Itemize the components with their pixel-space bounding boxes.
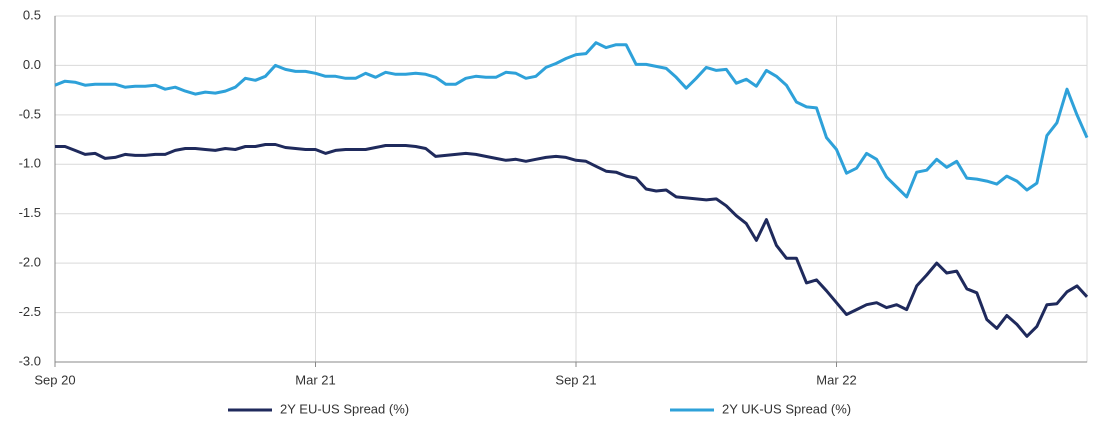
- y-tick-label: 0.0: [23, 57, 41, 72]
- legend-label: 2Y EU-US Spread (%): [280, 401, 409, 416]
- y-tick-label: -1.0: [19, 156, 41, 171]
- legend-label: 2Y UK-US Spread (%): [722, 401, 851, 416]
- y-tick-label: 0.5: [23, 7, 41, 22]
- x-tick-label: Sep 21: [555, 372, 596, 387]
- x-tick-label: Mar 21: [295, 372, 335, 387]
- y-tick-label: -2.5: [19, 304, 41, 319]
- plot-frame: [54, 15, 1088, 363]
- y-tick-label: -2.0: [19, 255, 41, 270]
- y-tick-label: -0.5: [19, 106, 41, 121]
- y-tick-label: -1.5: [19, 205, 41, 220]
- x-tick-label: Mar 22: [816, 372, 856, 387]
- line-series: [54, 41, 1089, 199]
- y-tick-label: -3.0: [19, 353, 41, 368]
- x-tick-label: Sep 20: [34, 372, 75, 387]
- line-series: [55, 143, 1089, 338]
